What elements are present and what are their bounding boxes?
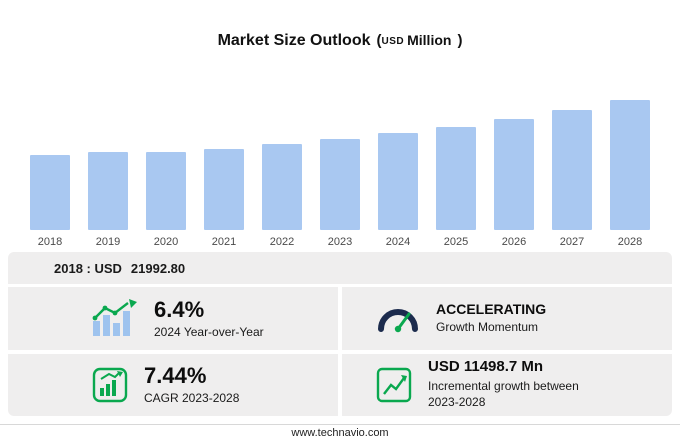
- bar-chart: 2018 2019 2020 2021 2022 2023 2024 2025 2026 2027…: [30, 96, 650, 248]
- bar-column: 2019: [88, 96, 128, 248]
- stat-cagr-value: 7.44%: [144, 363, 207, 389]
- stat-incremental-text: USD 11498.7 Mn Incremental growth betwee…: [428, 359, 600, 410]
- stat-incremental-value: USD 11498.7 Mn: [428, 358, 544, 376]
- stat-incremental: USD 11498.7 Mn Incremental growth betwee…: [342, 353, 672, 416]
- chart-bar: [30, 155, 70, 230]
- stat-momentum-value: ACCELERATING: [436, 301, 547, 318]
- x-axis-label: 2024: [385, 236, 411, 248]
- bar-column: 2018: [30, 96, 70, 248]
- chart-box-icon: [92, 367, 128, 403]
- title-currency: USD: [381, 36, 405, 47]
- bar-column: 2022: [262, 96, 302, 248]
- x-axis-label: 2020: [153, 236, 179, 248]
- baseline-value: 21992.80: [130, 260, 186, 276]
- stat-momentum-label: Growth Momentum: [436, 320, 539, 335]
- bar-column: 2024: [378, 96, 418, 248]
- bar-column: 2027: [552, 96, 592, 248]
- bar-column: 2023: [320, 96, 360, 248]
- x-axis-label: 2027: [559, 236, 585, 248]
- stat-incremental-label: Incremental growth between 2023-2028: [428, 378, 579, 409]
- gauge-icon: [376, 302, 420, 334]
- chart-bar: [88, 152, 128, 230]
- bar-column: 2028: [610, 96, 650, 248]
- stat-cagr: 7.44% CAGR 2023-2028: [8, 353, 338, 416]
- stat-yoy-text: 6.4% 2024 Year-over-Year: [154, 296, 264, 339]
- baseline-row: 2018 : USD 21992.80: [8, 252, 672, 284]
- chart-bar: [494, 119, 534, 230]
- x-axis-label: 2028: [617, 236, 643, 248]
- chart-bar: [204, 149, 244, 230]
- x-axis-label: 2025: [443, 236, 469, 248]
- chart-bar: [320, 139, 360, 230]
- stat-momentum: ACCELERATING Growth Momentum: [342, 287, 672, 350]
- title-paren-close: ): [457, 32, 463, 49]
- x-axis-label: 2023: [327, 236, 353, 248]
- chart-title-main: Market Size Outlook: [217, 32, 371, 49]
- stat-momentum-text: ACCELERATING Growth Momentum: [436, 301, 547, 335]
- chart-bar: [378, 133, 418, 230]
- x-axis-label: 2021: [211, 236, 237, 248]
- baseline-label: 2018 : USD: [54, 260, 122, 276]
- stat-yoy-label: 2024 Year-over-Year: [154, 324, 264, 339]
- chart-title: Market Size Outlook (USD Million): [0, 32, 680, 50]
- chart-bar: [610, 100, 650, 230]
- trend-box-icon: [376, 367, 412, 403]
- footer: www.technavio.com: [0, 424, 680, 440]
- stat-cagr-text: 7.44% CAGR 2023-2028: [144, 363, 240, 406]
- stats-panel: 2018 : USD 21992.80: [8, 252, 672, 420]
- stat-cagr-label: CAGR 2023-2028: [144, 391, 240, 406]
- footer-link[interactable]: www.technavio.com: [291, 426, 389, 439]
- chart-bar: [436, 127, 476, 230]
- bar-column: 2021: [204, 96, 244, 248]
- bar-growth-icon: [92, 299, 138, 337]
- title-paren-open: (: [376, 32, 382, 49]
- x-axis-label: 2018: [37, 236, 63, 248]
- stat-yoy-value: 6.4%: [154, 296, 205, 322]
- title-unit: Million: [407, 32, 452, 48]
- stats-grid: 6.4% 2024 Year-over-Year ACCELERATING Gr…: [8, 287, 672, 416]
- bar-column: 2026: [494, 96, 534, 248]
- chart-bar: [552, 110, 592, 230]
- bar-column: 2020: [146, 96, 186, 248]
- x-axis-label: 2019: [95, 236, 121, 248]
- x-axis-label: 2022: [269, 236, 295, 248]
- bar-column: 2025: [436, 96, 476, 248]
- stat-yoy: 6.4% 2024 Year-over-Year: [8, 287, 338, 350]
- chart-bar: [262, 144, 302, 230]
- x-axis-label: 2026: [501, 236, 527, 248]
- chart-bar: [146, 152, 186, 230]
